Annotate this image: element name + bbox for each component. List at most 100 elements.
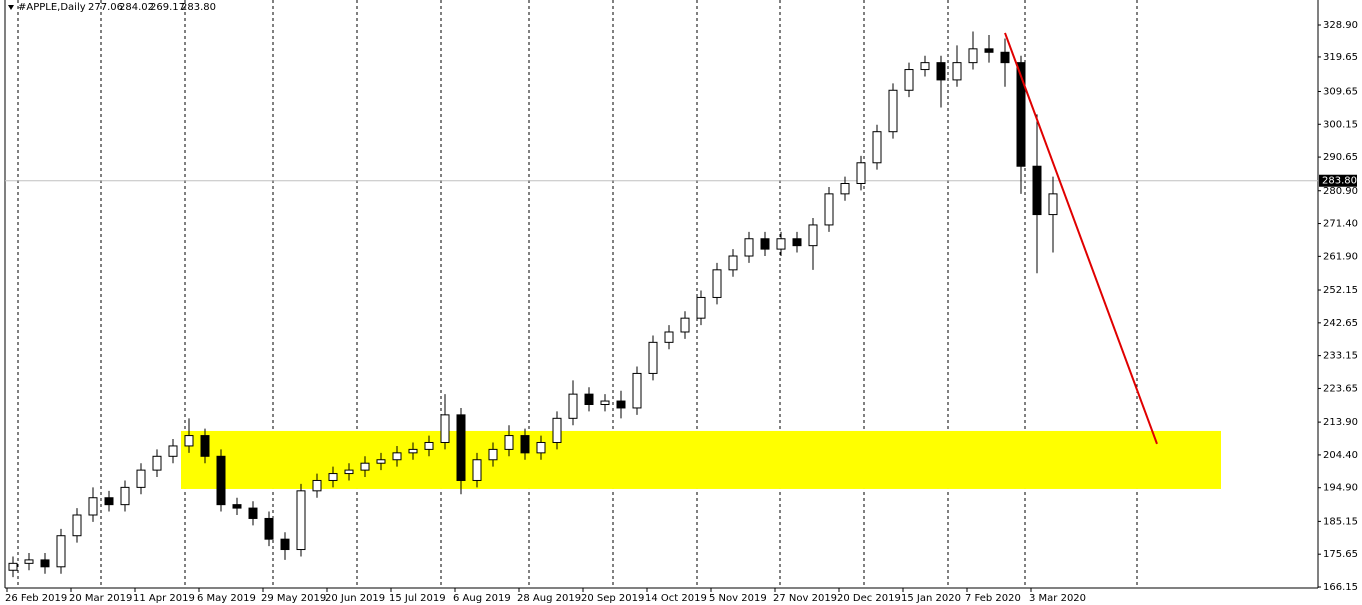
y-tick-label: 185.15 xyxy=(1323,516,1358,527)
y-tick-label: 309.65 xyxy=(1323,86,1358,97)
candle-body xyxy=(200,435,210,457)
last-price-box xyxy=(1319,174,1357,187)
x-tick-label: 14 Oct 2019 xyxy=(645,593,707,604)
x-tick-label: 11 Apr 2019 xyxy=(133,593,195,604)
header-value: 284.02 xyxy=(119,2,154,13)
x-tick-label: 20 Sep 2019 xyxy=(581,593,644,604)
x-tick-label: 26 Feb 2019 xyxy=(5,593,67,604)
y-tick-label: 194.90 xyxy=(1323,483,1358,494)
candle-body xyxy=(552,417,562,443)
candle-body xyxy=(808,224,818,247)
y-tick-label: 300.15 xyxy=(1323,119,1358,130)
y-tick-label: 175.65 xyxy=(1323,549,1358,560)
x-tick-label: 28 Aug 2019 xyxy=(517,593,581,604)
candle-body xyxy=(1032,165,1042,216)
x-tick-label: 7 Feb 2020 xyxy=(965,593,1021,604)
candle-body xyxy=(472,459,482,481)
candle-body xyxy=(1016,62,1026,167)
y-tick-label: 242.65 xyxy=(1323,318,1358,329)
candle-body xyxy=(344,469,354,475)
candle-body xyxy=(136,469,146,488)
candle-body xyxy=(616,400,626,409)
period-separators xyxy=(17,0,1138,588)
candle-body xyxy=(872,131,882,164)
candle-body xyxy=(488,448,498,461)
candle-body xyxy=(568,393,578,419)
header-value: 269.17 xyxy=(150,2,185,13)
candle-body xyxy=(376,459,386,464)
candle-body xyxy=(664,331,674,343)
x-tick-label: 20 Dec 2019 xyxy=(837,593,901,604)
candle-body xyxy=(424,441,434,450)
x-tick-label: 20 Mar 2019 xyxy=(69,593,132,604)
candle-body xyxy=(536,441,546,454)
candle-body xyxy=(680,317,690,333)
candle-body xyxy=(264,517,274,540)
y-tick-label: 252.15 xyxy=(1323,285,1358,296)
candle-body xyxy=(728,255,738,271)
candle-body xyxy=(648,341,658,374)
candle-body xyxy=(248,507,258,519)
candle-body xyxy=(1048,193,1058,216)
candle-body xyxy=(968,48,978,64)
candle-body xyxy=(696,296,706,319)
x-tick-label: 15 Jul 2019 xyxy=(389,593,446,604)
x-tick-label: 20 Jun 2019 xyxy=(325,593,385,604)
menu-arrow[interactable] xyxy=(8,5,14,10)
header-value: 283.80 xyxy=(181,2,216,13)
candle-body xyxy=(760,238,770,250)
y-tick-label: 280.90 xyxy=(1323,186,1358,197)
candle-body xyxy=(328,473,338,481)
candle-body xyxy=(232,504,242,509)
candle-body xyxy=(776,238,786,250)
y-tick-label: 328.90 xyxy=(1323,20,1358,31)
candle-body xyxy=(104,497,114,506)
candle-body xyxy=(840,182,850,195)
candle-body xyxy=(88,497,98,516)
candle-body xyxy=(1000,51,1010,64)
candle-body xyxy=(584,393,594,406)
trendline xyxy=(1004,32,1158,445)
candle-body xyxy=(744,238,754,257)
candle-body xyxy=(920,62,930,71)
candle-body xyxy=(504,435,514,450)
candle-body xyxy=(856,162,866,184)
candle-body xyxy=(408,448,418,454)
candle-body xyxy=(40,559,50,568)
x-tick-label: 29 May 2019 xyxy=(261,593,326,604)
candle-body xyxy=(184,435,194,447)
candle-body xyxy=(824,193,834,226)
candle-body xyxy=(984,48,994,53)
candle-body xyxy=(792,238,802,247)
candle-body xyxy=(888,89,898,133)
candle-body xyxy=(632,372,642,409)
candle-body xyxy=(712,269,722,298)
candle-body xyxy=(216,455,226,506)
candle-body xyxy=(56,535,66,568)
candle-body xyxy=(360,462,370,471)
candle-body xyxy=(8,562,18,571)
y-tick-label: 319.65 xyxy=(1323,52,1358,63)
y-tick-label: 166.15 xyxy=(1323,582,1358,593)
x-tick-label: 6 Aug 2019 xyxy=(453,593,511,604)
candle-body xyxy=(936,62,946,81)
candle-body xyxy=(168,445,178,457)
x-tick-label: 6 May 2019 xyxy=(197,593,256,604)
candle-body xyxy=(600,400,610,406)
candle-body xyxy=(392,452,402,461)
last-price-label: 283.80 xyxy=(1322,176,1357,187)
candle-body xyxy=(952,62,962,81)
y-tick-label: 223.65 xyxy=(1323,383,1358,394)
y-tick-label: 204.40 xyxy=(1323,450,1358,461)
candle-body xyxy=(72,514,82,537)
y-tick-label: 261.90 xyxy=(1323,251,1358,262)
candle-body xyxy=(440,414,450,443)
x-tick-label: 3 Mar 2020 xyxy=(1029,593,1086,604)
y-tick-label: 290.65 xyxy=(1323,152,1358,163)
candle-body xyxy=(904,69,914,91)
y-tick-label: 271.40 xyxy=(1323,219,1358,230)
candle-body xyxy=(120,486,130,506)
x-tick-label: 5 Nov 2019 xyxy=(709,593,767,604)
